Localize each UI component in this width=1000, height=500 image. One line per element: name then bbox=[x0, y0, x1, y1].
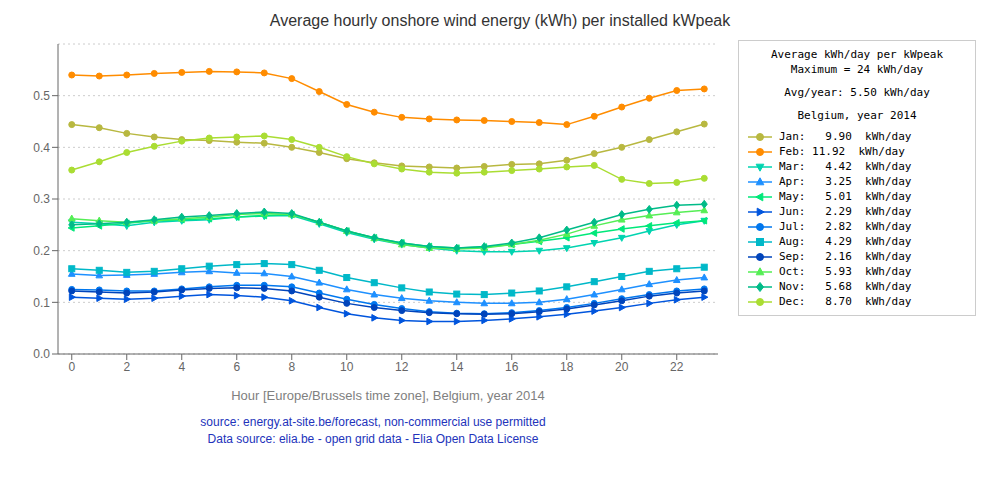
svg-text:Hour [Europe/Brussels time zon: Hour [Europe/Brussels time zone], Belgiu… bbox=[231, 388, 545, 403]
html-text:Sep: 2.16 kWh/day: Sep: 2.16 kWh/day bbox=[779, 250, 912, 263]
svg-text:10: 10 bbox=[340, 360, 354, 374]
html-text:Average hourly onshore wind en: Average hourly onshore wind energy (kWh)… bbox=[269, 12, 731, 29]
svg-text:0.4: 0.4 bbox=[33, 141, 50, 155]
svg-text:0.5: 0.5 bbox=[33, 89, 50, 103]
html-text:source: energy.at-site.be/fore: source: energy.at-site.be/forecast, non-… bbox=[200, 415, 546, 429]
svg-text:22: 22 bbox=[670, 360, 684, 374]
svg-text:0.1: 0.1 bbox=[33, 296, 50, 310]
html-text:Mar: 4.42 kWh/day: Mar: 4.42 kWh/day bbox=[779, 160, 912, 173]
svg-text:0.3: 0.3 bbox=[33, 192, 50, 206]
html-text:Jan: 9.90 kWh/day: Jan: 9.90 kWh/day bbox=[779, 130, 912, 143]
html-text:Aug: 4.29 kWh/day: Aug: 4.29 kWh/day bbox=[779, 235, 912, 248]
html-text:Belgium, year 2014: Belgium, year 2014 bbox=[797, 109, 917, 122]
svg-text:12: 12 bbox=[395, 360, 409, 374]
svg-text:18: 18 bbox=[560, 360, 574, 374]
svg-text:6: 6 bbox=[233, 360, 240, 374]
svg-text:0: 0 bbox=[68, 360, 75, 374]
html-text:Feb: 11.92 kWh/day: Feb: 11.92 kWh/day bbox=[779, 145, 905, 158]
svg-text:0.2: 0.2 bbox=[33, 244, 50, 258]
html-text:Data source: elia.be - open gr: Data source: elia.be - open grid data - … bbox=[207, 432, 539, 446]
svg-text:0.0: 0.0 bbox=[33, 347, 50, 361]
svg-text:16: 16 bbox=[505, 360, 519, 374]
svg-text:14: 14 bbox=[450, 360, 464, 374]
html-text:Maximum = 24 kWh/day: Maximum = 24 kWh/day bbox=[790, 63, 924, 76]
svg-text:4: 4 bbox=[178, 360, 185, 374]
svg-text:2: 2 bbox=[123, 360, 130, 374]
html-text:Apr: 3.25 kWh/day: Apr: 3.25 kWh/day bbox=[779, 175, 912, 188]
html-text:Jun: 2.29 kWh/day: Jun: 2.29 kWh/day bbox=[779, 205, 912, 218]
html-text:Average kWh/day per kWpeak: Average kWh/day per kWpeak bbox=[770, 48, 944, 61]
html-text:Avg/year: 5.50 kWh/day: Avg/year: 5.50 kWh/day bbox=[784, 86, 930, 99]
svg-text:8: 8 bbox=[288, 360, 295, 374]
html-text:Oct: 5.93 kWh/day: Oct: 5.93 kWh/day bbox=[779, 265, 912, 278]
html-text:Nov: 5.68 kWh/day: Nov: 5.68 kWh/day bbox=[779, 280, 912, 293]
html-text:Jul: 2.82 kWh/day: Jul: 2.82 kWh/day bbox=[779, 220, 912, 233]
html-text:Dec: 8.70 kWh/day: Dec: 8.70 kWh/day bbox=[779, 295, 912, 308]
svg-text:20: 20 bbox=[615, 360, 629, 374]
html-text:May: 5.01 kWh/day: May: 5.01 kWh/day bbox=[779, 190, 912, 203]
